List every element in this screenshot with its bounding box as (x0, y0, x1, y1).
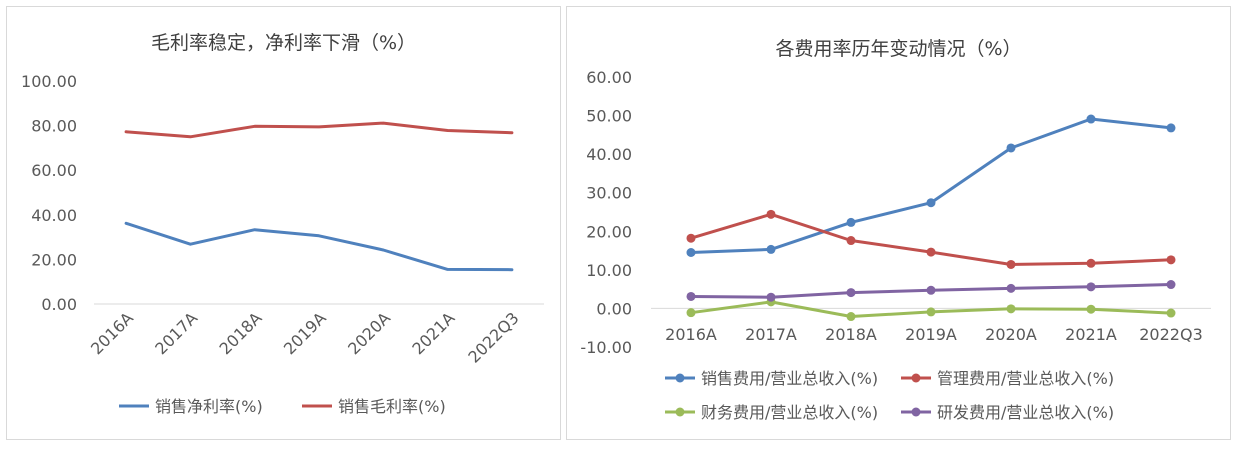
data-point-marker (686, 291, 696, 301)
legend-label: 管理费用/营业总收入(%) (937, 369, 1114, 388)
legend-label: 财务费用/营业总收入(%) (701, 403, 878, 422)
data-point-marker (766, 209, 776, 219)
data-point-marker (846, 288, 856, 298)
legend-label: 销售净利率(%) (155, 397, 263, 416)
x-tick-label: 2017A (151, 308, 201, 358)
chart-title: 各费用率历年变动情况（%） (775, 38, 1021, 60)
chart-panel-expenses: 各费用率历年变动情况（%） -10.00 0.00 10.00 20.00 30.00 40… (566, 6, 1231, 440)
series-line (689, 117, 1173, 254)
data-point-marker (1166, 308, 1176, 318)
y-tick-label: 100.00 (21, 72, 77, 91)
y-tick-label: 0.00 (596, 299, 632, 318)
data-point-marker (1006, 304, 1016, 314)
y-tick-label: 20.00 (31, 250, 77, 269)
x-tick-label: 2018A (825, 325, 877, 344)
legend-swatch-marker (675, 407, 685, 417)
data-point-marker (1086, 114, 1096, 124)
x-tick-label: 2018A (216, 308, 266, 358)
y-tick-label: 40.00 (586, 145, 632, 164)
y-tick-label: 0.00 (41, 295, 77, 314)
x-tick-label: 2019A (280, 308, 330, 358)
data-point-marker (1006, 143, 1016, 153)
legend-label: 研发费用/营业总收入(%) (937, 403, 1114, 422)
data-point-marker (846, 217, 856, 227)
data-point-marker (1086, 304, 1096, 314)
data-point-marker (1006, 259, 1016, 269)
y-tick-label: 40.00 (31, 206, 77, 225)
x-tick-label: 2022Q3 (1139, 325, 1203, 344)
data-point-marker (686, 233, 696, 243)
data-point-marker (686, 248, 696, 257)
data-point-marker (926, 247, 936, 257)
data-point-marker (1086, 258, 1096, 268)
data-point-marker (1166, 255, 1176, 265)
y-tick-label: 30.00 (586, 184, 632, 203)
series-line (689, 212, 1173, 266)
x-tick-label: 2020A (344, 308, 394, 358)
x-tick-label: 2019A (905, 325, 957, 344)
data-point-marker (846, 236, 856, 246)
y-tick-label: 60.00 (586, 68, 632, 87)
y-tick-label: -10.00 (580, 338, 632, 357)
chart-panel-margins: 毛利率稳定，净利率下滑（%） 0.00 20.00 40.00 60.00 80.00 10… (6, 6, 561, 440)
x-tick-label: 2017A (745, 325, 797, 344)
data-point-marker (926, 307, 936, 317)
legend-swatch-marker (911, 407, 921, 417)
series-line (124, 121, 514, 139)
y-tick-label: 50.00 (586, 107, 632, 126)
data-point-marker (926, 285, 936, 295)
x-tick-label: 2016A (665, 325, 717, 344)
legend-swatch-marker (911, 373, 921, 383)
x-tick-label: 2021A (408, 308, 458, 358)
data-point-marker (926, 198, 936, 208)
x-tick-label: 2016A (87, 308, 137, 358)
x-tick-label: 2022Q3 (464, 308, 522, 366)
y-tick-label: 60.00 (31, 161, 77, 180)
legend-label: 销售费用/营业总收入(%) (701, 369, 878, 388)
data-point-marker (766, 292, 776, 302)
data-point-marker (1166, 280, 1176, 290)
data-point-marker (1086, 282, 1096, 292)
y-tick-label: 80.00 (31, 117, 77, 136)
legend-swatch-marker (675, 373, 685, 383)
data-point-marker (846, 312, 856, 322)
y-tick-label: 10.00 (586, 261, 632, 280)
chart-title: 毛利率稳定，净利率下滑（%） (151, 32, 416, 54)
data-point-marker (686, 308, 696, 318)
x-tick-label: 2021A (1065, 325, 1117, 344)
series-line (124, 221, 514, 272)
margin-chart: 毛利率稳定，净利率下滑（%） 0.00 20.00 40.00 60.00 80.00 10… (21, 32, 544, 416)
data-point-marker (1006, 283, 1016, 293)
data-point-marker (766, 244, 776, 254)
legend-label: 销售毛利率(%) (338, 397, 446, 416)
expense-chart: 各费用率历年变动情况（%） -10.00 0.00 10.00 20.00 30.00 40… (580, 38, 1211, 422)
data-point-marker (1166, 123, 1176, 133)
x-tick-label: 2020A (985, 325, 1037, 344)
y-tick-label: 20.00 (586, 222, 632, 241)
